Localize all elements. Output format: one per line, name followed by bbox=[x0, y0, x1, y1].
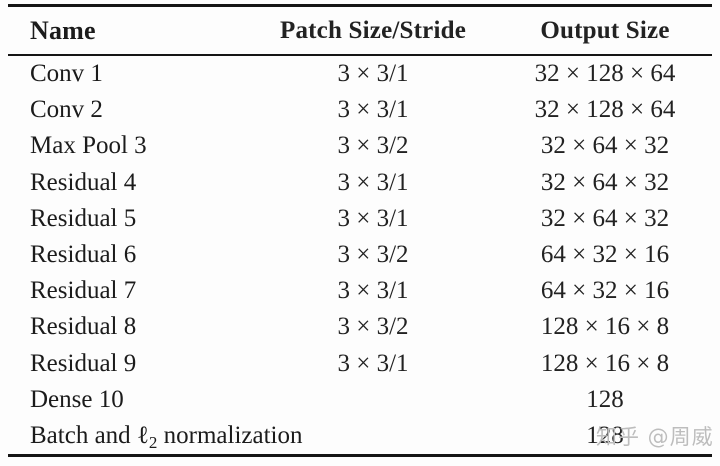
column-header-name: Name bbox=[30, 15, 96, 45]
cell-name: Residual 6 bbox=[30, 241, 137, 269]
table-row: Batch and ℓ2 normalization 128 bbox=[8, 418, 712, 454]
table-row: Residual 6 3 × 3/2 64 × 32 × 16 bbox=[8, 237, 712, 273]
cell-patch: 3 × 3/1 bbox=[337, 96, 409, 124]
cell-output: 64 × 32 × 16 bbox=[540, 241, 670, 269]
script-ell-glyph: ℓ bbox=[136, 421, 149, 449]
batch-norm-text-prefix: Batch and bbox=[30, 421, 137, 449]
ell-subscript-2: 2 bbox=[148, 432, 158, 452]
column-header-patch: Patch Size/Stride bbox=[279, 16, 466, 44]
table-row: Dense 10 128 bbox=[8, 382, 712, 418]
cell-output: 32 × 64 × 32 bbox=[540, 132, 670, 160]
cell-name: Dense 10 bbox=[30, 385, 124, 413]
table-row: Max Pool 3 3 × 3/2 32 × 64 × 32 bbox=[8, 128, 712, 164]
cell-patch: 3 × 3/1 bbox=[337, 349, 409, 377]
cnn-architecture-table: Name Patch Size/Stride Output Size Conv … bbox=[8, 4, 712, 457]
table-row: Residual 4 3 × 3/1 32 × 64 × 32 bbox=[8, 165, 712, 201]
cell-patch: 3 × 3/1 bbox=[337, 168, 409, 196]
table-header-row: Name Patch Size/Stride Output Size bbox=[8, 7, 712, 56]
cell-output: 32 × 128 × 64 bbox=[534, 96, 676, 124]
cell-name-batch-norm: Batch and ℓ2 normalization bbox=[8, 421, 303, 452]
cell-output: 128 × 16 × 8 bbox=[540, 313, 670, 341]
table-row: Residual 8 3 × 3/2 128 × 16 × 8 bbox=[8, 309, 712, 345]
cell-output: 64 × 32 × 16 bbox=[540, 277, 670, 305]
cell-output: 32 × 128 × 64 bbox=[534, 60, 676, 88]
cell-patch: 3 × 3/1 bbox=[337, 60, 409, 88]
cell-patch: 3 × 3/1 bbox=[337, 277, 409, 305]
cell-output: 32 × 64 × 32 bbox=[540, 204, 670, 232]
cell-output: 128 × 16 × 8 bbox=[540, 349, 670, 377]
cell-output: 128 bbox=[586, 385, 624, 413]
table-row: Residual 7 3 × 3/1 64 × 32 × 16 bbox=[8, 273, 712, 309]
table-row: Residual 5 3 × 3/1 32 × 64 × 32 bbox=[8, 201, 712, 237]
cell-patch: 3 × 3/1 bbox=[337, 204, 409, 232]
table-row: Conv 1 3 × 3/1 32 × 128 × 64 bbox=[8, 56, 712, 92]
cell-patch: 3 × 3/2 bbox=[337, 313, 409, 341]
table-body: Conv 1 3 × 3/1 32 × 128 × 64 Conv 2 3 × … bbox=[8, 56, 712, 454]
zhihu-watermark: 知乎 @周威 bbox=[596, 425, 714, 449]
cell-output: 32 × 64 × 32 bbox=[540, 168, 670, 196]
batch-norm-text-suffix: normalization bbox=[157, 421, 303, 449]
cell-name: Conv 1 bbox=[30, 60, 103, 88]
cell-name: Residual 5 bbox=[30, 204, 137, 232]
table-row: Residual 9 3 × 3/1 128 × 16 × 8 bbox=[8, 346, 712, 382]
cell-name: Conv 2 bbox=[30, 96, 103, 124]
cell-patch: 3 × 3/2 bbox=[337, 132, 409, 160]
column-header-output: Output Size bbox=[540, 16, 670, 44]
cell-name: Residual 9 bbox=[30, 349, 137, 377]
table-row: Conv 2 3 × 3/1 32 × 128 × 64 bbox=[8, 92, 712, 128]
cell-name: Residual 8 bbox=[30, 313, 137, 341]
cell-patch: 3 × 3/2 bbox=[337, 241, 409, 269]
cell-name: Max Pool 3 bbox=[30, 132, 147, 160]
cell-name: Residual 4 bbox=[30, 168, 137, 196]
cell-name: Residual 7 bbox=[30, 277, 137, 305]
cell-output: 128 bbox=[586, 421, 624, 449]
